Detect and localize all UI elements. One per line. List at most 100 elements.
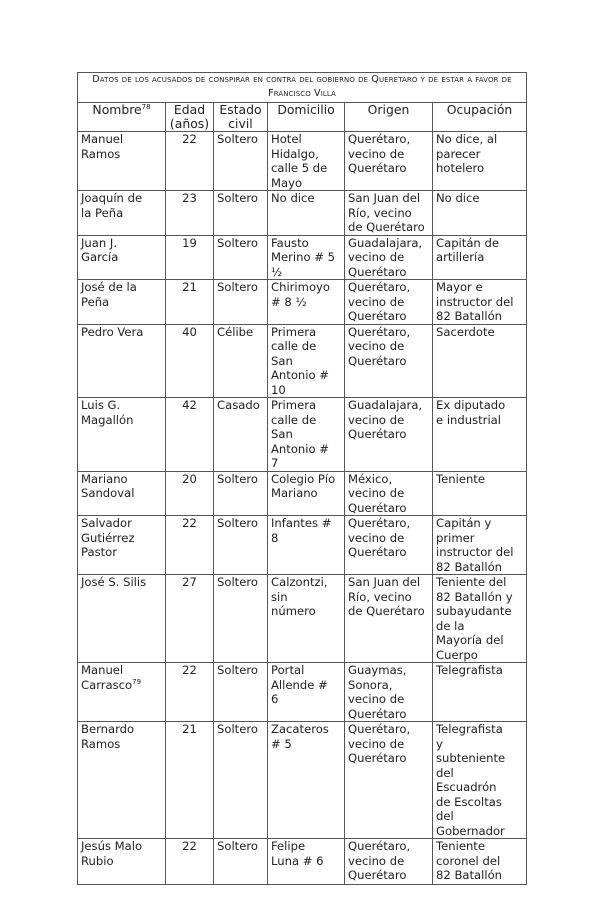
table-row: Pedro Vera 40 Célibe Primera calle de San A… <box>77 323 528 398</box>
cell-ocupacion: Capitán y primer instructor del 82 Batal… <box>431 515 528 575</box>
origen-text: San Juan del Río, vecino de Querétaro <box>348 575 425 619</box>
edad-text: 40 <box>182 324 197 339</box>
cell-nombre: Manuel Carrasco79 <box>77 662 166 722</box>
cell-ocupacion: Teniente coronel del 82 Batallón <box>431 838 528 885</box>
header-estado: Estado civil <box>213 102 268 132</box>
cell-domicilio: Fausto Merino # 5 ½ <box>267 234 345 280</box>
edad-text: 23 <box>182 191 197 205</box>
cell-ocupacion: Mayor e instructor del 82 Batallón <box>431 279 528 325</box>
estado-text: Soltero <box>217 235 258 250</box>
origen-text: Querétaro, vecino de Querétaro <box>348 516 411 560</box>
cell-estado: Soltero <box>213 721 268 839</box>
cell-origen: Guadalajara, vecino de Querétaro <box>344 234 433 280</box>
cell-origen: Querétaro, vecino de Querétaro <box>344 131 433 191</box>
estado-text: Soltero <box>217 516 258 531</box>
ocupacion-text: Capitán de artillería <box>436 235 499 264</box>
table-row: Joaquín de la Peña 23 Soltero No dice San Ju… <box>77 190 528 236</box>
cell-origen: Guadalajara, vecino de Querétaro <box>344 397 433 472</box>
cell-domicilio: Calzontzi, sin número <box>267 574 345 663</box>
ocupacion-text: Ex diputado e industrial <box>436 398 506 427</box>
ocupacion-text: Teniente del 82 Batallón y subayudante d… <box>436 575 513 662</box>
origen-text: Querétaro, vecino de Querétaro <box>348 280 411 323</box>
cell-nombre: Bernardo Ramos <box>77 721 166 839</box>
cell-ocupacion: Sacerdote <box>431 323 528 398</box>
table-row: Salvador Gutiérrez Pastor 22 Soltero Infant… <box>77 515 528 575</box>
cell-domicilio: Primera calle de San Antonio # 7 <box>267 397 345 472</box>
cell-estado: Soltero <box>213 470 268 516</box>
domicilio-text: Infantes # 8 <box>271 516 332 545</box>
estado-text: Soltero <box>217 471 258 486</box>
estado-text: Casado <box>217 398 260 412</box>
cell-origen: Querétaro, vecino de Querétaro <box>344 838 433 885</box>
cell-edad: 22 <box>165 662 214 722</box>
ocupacion-text: Teniente <box>436 471 485 486</box>
cell-estado: Soltero <box>213 279 268 325</box>
cell-nombre: Mariano Sandoval <box>77 470 166 516</box>
edad-text: 20 <box>182 471 197 486</box>
cell-origen: Querétaro, vecino de Querétaro <box>344 721 433 839</box>
table-row: José S. Silis 27 Soltero Calzontzi, sin núm… <box>77 574 528 663</box>
table-row: José de la Peña 21 Soltero Chirimoyo # 8 ½ Q… <box>77 279 528 325</box>
cell-nombre: Juan J. García <box>77 234 166 280</box>
estado-text: Soltero <box>217 280 258 294</box>
edad-text: 22 <box>182 516 197 531</box>
origen-text: Querétaro, vecino de Querétaro <box>348 132 411 176</box>
cell-nombre: Manuel Ramos <box>77 131 166 191</box>
nombre-text: Mariano Sandoval <box>81 471 135 500</box>
cell-nombre: Jesús Malo Rubio <box>77 838 166 885</box>
origen-text: San Juan del Río, vecino de Querétaro <box>348 191 425 234</box>
domicilio-text: Portal Allende # 6 <box>271 663 328 707</box>
cell-domicilio: Chirimoyo # 8 ½ <box>267 279 345 325</box>
ocupacion-text: No dice, al parecer hotelero <box>436 132 498 176</box>
header-nombre: Nombre78 <box>77 102 166 132</box>
nombre-text: Salvador Gutiérrez Pastor <box>81 516 135 560</box>
cell-edad: 23 <box>165 190 214 236</box>
domicilio-text: Chirimoyo # 8 ½ <box>271 280 330 309</box>
estado-text: Soltero <box>217 575 258 590</box>
accused-table: Datos de los acusados de conspirar en co… <box>76 72 528 885</box>
table-title: Datos de los acusados de conspirar en co… <box>76 72 528 103</box>
table-row: Bernardo Ramos 21 Soltero Zacateros # 5 Quer… <box>77 721 528 839</box>
table-row: Manuel Ramos 22 Soltero Hotel Hidalgo, call… <box>77 131 528 191</box>
cell-ocupacion: Capitán de artillería <box>431 234 528 280</box>
header-edad: Edad (años) <box>165 102 214 132</box>
cell-nombre: José S. Silis <box>77 574 166 663</box>
origen-text: Guadalajara, vecino de Querétaro <box>348 235 423 279</box>
cell-origen: Querétaro, vecino de Querétaro <box>344 279 433 325</box>
cell-nombre: Salvador Gutiérrez Pastor <box>77 515 166 575</box>
cell-estado: Soltero <box>213 234 268 280</box>
origen-text: Querétaro, vecino de Querétaro <box>348 839 411 883</box>
cell-ocupacion: Telegrafista <box>431 662 528 722</box>
cell-origen: San Juan del Río, vecino de Querétaro <box>344 574 433 663</box>
cell-estado: Soltero <box>213 131 268 191</box>
ocupacion-text: Mayor e instructor del 82 Batallón <box>436 280 514 323</box>
cell-nombre: Pedro Vera <box>77 323 166 398</box>
cell-origen: Querétaro, vecino de Querétaro <box>344 323 433 398</box>
domicilio-text: Hotel Hidalgo, calle 5 de Mayo <box>271 132 328 190</box>
nombre-text: Pedro Vera <box>81 324 144 339</box>
cell-nombre: Luis G. Magallón <box>77 397 166 472</box>
cell-edad: 19 <box>165 234 214 280</box>
nombre-text: Bernardo Ramos <box>81 722 135 751</box>
header-nombre-label: Nombre <box>92 102 142 117</box>
cell-domicilio: Primera calle de San Antonio # 10 <box>267 323 345 398</box>
cell-origen: Querétaro, vecino de Querétaro <box>344 515 433 575</box>
origen-text: Guaymas, Sonora, vecino de Querétaro <box>348 663 407 721</box>
domicilio-text: Felipe Luna # 6 <box>271 839 324 868</box>
nombre-text: Manuel Carrasco <box>81 663 133 692</box>
estado-text: Soltero <box>217 722 258 737</box>
estado-text: Soltero <box>217 839 258 854</box>
table-title-row: Datos de los acusados de conspirar en co… <box>76 72 528 103</box>
cell-edad: 22 <box>165 515 214 575</box>
header-origen: Origen <box>344 102 433 132</box>
cell-ocupacion: Telegrafista y subteniente del Escuadrón… <box>431 721 528 839</box>
table-row: Manuel Carrasco79 22 Soltero Portal Allende… <box>77 662 528 722</box>
footnote-ref: 78 <box>141 102 151 111</box>
domicilio-text: Primera calle de San Antonio # 10 <box>271 324 329 397</box>
cell-domicilio: Zacateros # 5 <box>267 721 345 839</box>
cell-edad: 22 <box>165 131 214 191</box>
cell-ocupacion: No dice <box>431 190 528 236</box>
domicilio-text: Calzontzi, sin número <box>271 575 328 619</box>
cell-estado: Soltero <box>213 190 268 236</box>
edad-text: 19 <box>182 235 197 250</box>
